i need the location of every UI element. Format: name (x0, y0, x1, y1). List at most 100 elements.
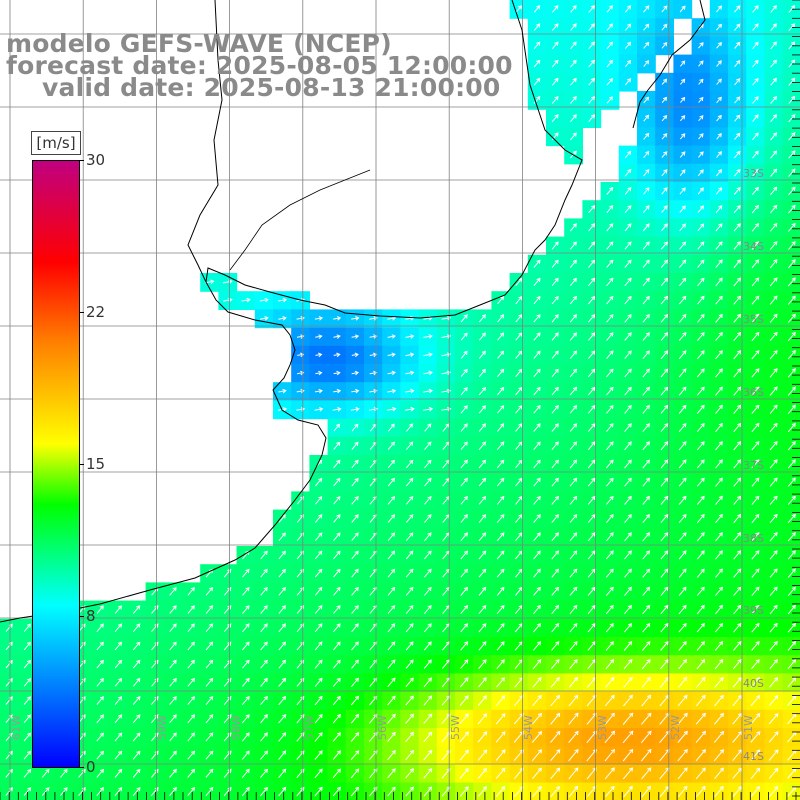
wind-arrow (587, 586, 596, 596)
wind-arrow (241, 786, 250, 797)
wind-arrow (606, 441, 614, 451)
wind-arrow (315, 496, 323, 505)
wind-arrow (732, 712, 743, 725)
wind-arrow (260, 550, 268, 560)
wind-arrow (187, 586, 195, 596)
wind-arrow (733, 331, 742, 342)
wind-arrow (715, 532, 723, 542)
wind-arrow (205, 732, 214, 742)
wind-arrow (315, 334, 323, 339)
wind-arrow (624, 350, 632, 360)
wind-arrow (696, 368, 705, 378)
wind-arrow (151, 605, 159, 614)
wind-arrow (478, 314, 486, 323)
wind-arrow (515, 5, 522, 13)
wind-arrow (242, 623, 250, 633)
wind-arrow (570, 132, 577, 141)
wind-arrow (351, 423, 359, 432)
wind-arrow (423, 334, 433, 339)
wind-arrow (242, 605, 250, 614)
wind-arrow (278, 568, 286, 578)
wind-arrow (315, 352, 323, 358)
wind-arrow (351, 586, 359, 596)
wind-arrow (624, 568, 632, 578)
wind-arrow (660, 640, 669, 651)
wind-arrow (788, 41, 796, 50)
wind-arrow (260, 677, 268, 687)
wind-arrow (568, 748, 579, 762)
wind-arrow (205, 695, 214, 706)
wind-arrow (132, 641, 141, 651)
wind-arrow (151, 677, 159, 687)
wind-arrow (624, 277, 632, 287)
wind-arrow (678, 604, 687, 615)
wind-arrow (387, 532, 396, 542)
wind-arrow (624, 23, 632, 31)
wind-arrow (587, 477, 596, 487)
wind-arrow (533, 550, 541, 560)
wind-arrow (496, 659, 505, 670)
wind-arrow (641, 694, 652, 707)
wind-arrow (205, 641, 214, 651)
wind-arrow (751, 331, 760, 342)
wind-arrow (751, 350, 760, 360)
wind-arrow (387, 459, 395, 469)
wind-arrow (588, 41, 595, 50)
wind-arrow (678, 459, 687, 469)
wind-arrow (606, 205, 614, 214)
wind-arrow (588, 59, 595, 68)
wind-arrow (769, 477, 778, 487)
wind-arrow (624, 423, 632, 432)
wind-arrow (314, 568, 323, 578)
wind-arrow (460, 604, 469, 615)
wind-arrow (351, 532, 359, 542)
wind-arrow (132, 623, 141, 633)
wind-arrow (132, 677, 141, 687)
wind-arrow (752, 41, 759, 50)
wind-arrow (551, 23, 559, 31)
wind-arrow (697, 187, 704, 195)
wind-arrow (587, 423, 596, 432)
wind-arrow (606, 332, 614, 341)
wind-arrow (497, 295, 505, 305)
wind-arrow (751, 532, 760, 542)
wind-arrow (642, 586, 651, 596)
wind-arrow (752, 168, 759, 177)
wind-arrow (169, 623, 177, 633)
wind-arrow (569, 332, 578, 341)
wind-arrow (569, 368, 577, 378)
wind-arrow (496, 677, 506, 688)
wind-arrow (351, 605, 359, 614)
wind-arrow (151, 714, 159, 724)
lon-label: 61W (10, 715, 23, 740)
wind-arrow (332, 695, 341, 706)
wind-arrow (604, 694, 615, 707)
wind-arrow (622, 712, 634, 725)
wind-arrow (714, 640, 724, 651)
wind-arrow (23, 659, 32, 669)
wind-arrow (551, 59, 559, 68)
wind-arrow (660, 423, 669, 432)
wind-arrow (405, 659, 414, 669)
wind-arrow (23, 768, 32, 778)
wind-arrow (460, 532, 469, 542)
wind-arrow (187, 641, 195, 651)
wind-arrow (114, 786, 123, 797)
lat-label: 33S (743, 167, 764, 180)
wind-arrow (661, 169, 668, 177)
wind-arrow (588, 314, 596, 323)
wind-arrow (459, 695, 469, 706)
wind-arrow (751, 222, 760, 232)
wind-arrow (788, 77, 796, 86)
wind-arrow (606, 59, 614, 68)
wind-arrow (424, 495, 432, 505)
wind-arrow (697, 313, 705, 323)
wind-arrow (715, 223, 723, 232)
wind-arrow (788, 95, 796, 104)
wind-arrow (716, 23, 723, 31)
wind-arrow (769, 550, 778, 560)
wind-arrow (770, 95, 778, 104)
wind-arrow (351, 550, 359, 560)
wind-arrow (696, 532, 705, 542)
wind-arrow (260, 732, 268, 742)
